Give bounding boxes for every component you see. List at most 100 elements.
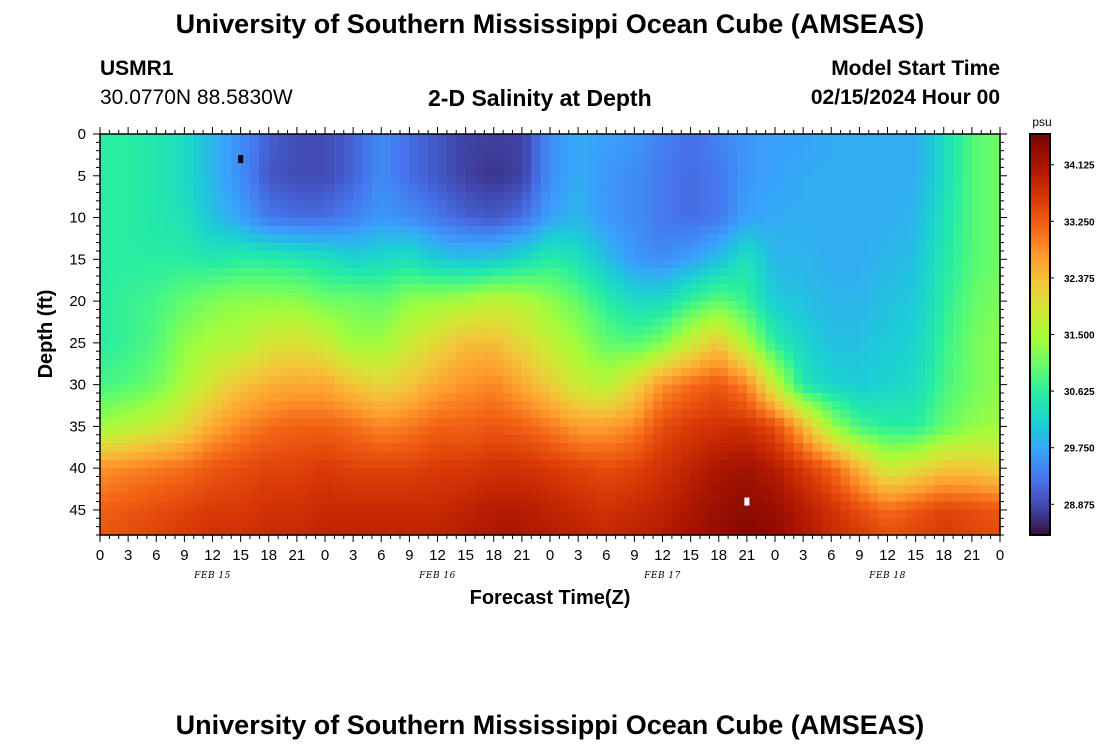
heatmap-cell: [493, 175, 504, 185]
heatmap-cell: [578, 200, 589, 210]
heatmap-cell: [334, 509, 345, 519]
heatmap-cell: [643, 484, 654, 494]
heatmap-cell: [512, 426, 523, 436]
heatmap-cell: [934, 267, 945, 277]
heatmap-cell: [353, 267, 364, 277]
heatmap-cell: [559, 301, 570, 311]
heatmap-cell: [925, 526, 935, 536]
heatmap-cell: [184, 468, 195, 478]
heatmap-cell: [962, 434, 973, 444]
heatmap-cell: [493, 267, 504, 277]
heatmap-cell: [156, 359, 167, 369]
axes: 0 3 6 9 12 15 18 21 0 3 6 9 12 15 18 21 0 3 6 9 12 15 18 21 0 3 6 9…: [69, 126, 1007, 581]
heatmap-cell: [334, 276, 345, 285]
heatmap-cell: [662, 468, 673, 478]
heatmap-cell: [306, 526, 317, 536]
heatmap-cell: [343, 509, 354, 519]
heatmap-cell: [475, 367, 485, 377]
heatmap-cell: [334, 484, 345, 494]
heatmap-cell: [840, 384, 851, 394]
heatmap-cell: [287, 276, 298, 285]
heatmap-cell: [728, 501, 739, 511]
heatmap-cell: [587, 217, 598, 227]
heatmap-cell: [484, 326, 495, 336]
heatmap-cell: [137, 317, 148, 327]
heatmap-cell: [587, 484, 598, 494]
heatmap-cell: [268, 192, 279, 202]
heatmap-cell: [981, 476, 992, 486]
heatmap-cell: [671, 526, 682, 536]
heatmap-cell: [559, 459, 570, 469]
heatmap-cell: [662, 301, 673, 311]
y-tick-label: 20: [69, 293, 86, 310]
heatmap-cell: [512, 334, 523, 344]
heatmap-cell: [259, 250, 270, 260]
heatmap-cell: [756, 309, 767, 319]
heatmap-cell: [756, 134, 767, 143]
heatmap-cell: [165, 501, 176, 511]
heatmap-cell: [156, 351, 167, 361]
heatmap-cell: [587, 159, 598, 169]
heatmap-cell: [596, 284, 607, 294]
heatmap-cell: [953, 443, 964, 453]
heatmap-cell: [559, 326, 570, 336]
heatmap-cell: [146, 326, 157, 336]
heatmap-cell: [381, 184, 392, 194]
heatmap-cell: [306, 426, 317, 436]
heatmap-cell: [540, 434, 551, 444]
heatmap-cell: [203, 284, 214, 294]
colorbar-segment: [1030, 474, 1050, 480]
heatmap-cell: [775, 234, 785, 244]
heatmap-cell: [878, 384, 889, 394]
heatmap-cell: [512, 301, 523, 311]
heatmap-cell: [137, 526, 148, 536]
heatmap-cell: [409, 334, 420, 344]
y-tick-label: 15: [69, 251, 86, 268]
heatmap-cell: [718, 250, 729, 260]
heatmap-cell: [990, 509, 1001, 519]
heatmap-cell: [681, 351, 692, 361]
heatmap-cell: [390, 409, 401, 419]
heatmap-cell: [718, 459, 729, 469]
heatmap-cell: [325, 317, 335, 327]
heatmap-cell: [418, 409, 429, 419]
heatmap-cell: [587, 192, 598, 202]
heatmap-cell: [896, 526, 907, 536]
heatmap-cell: [418, 351, 429, 361]
heatmap-cell: [521, 493, 532, 503]
heatmap-cell: [353, 518, 364, 528]
heatmap-cell: [746, 418, 757, 427]
heatmap-cell: [671, 217, 682, 227]
heatmap-cell: [906, 317, 917, 327]
heatmap-cell: [531, 284, 542, 294]
heatmap-cell: [700, 234, 710, 244]
heatmap-cell: [850, 459, 860, 469]
heatmap-cell: [437, 359, 448, 369]
heatmap-cell: [184, 359, 195, 369]
heatmap-cell: [118, 292, 129, 302]
heatmap-cell: [512, 392, 523, 402]
heatmap-cell: [287, 468, 298, 478]
heatmap-cell: [353, 250, 364, 260]
heatmap-cell: [456, 418, 467, 427]
heatmap-cell: [615, 175, 626, 185]
heatmap-cell: [812, 376, 823, 386]
heatmap-cell: [587, 292, 598, 302]
heatmap-cell: [193, 184, 204, 194]
heatmap-cell: [400, 418, 410, 427]
heatmap-cell: [268, 134, 279, 143]
heatmap-cell: [540, 409, 551, 419]
heatmap-cell: [868, 459, 879, 469]
heatmap-cell: [943, 200, 954, 210]
heatmap-cell: [465, 209, 476, 219]
heatmap-cell: [559, 367, 570, 377]
heatmap-cell: [259, 459, 270, 469]
heatmap-cell: [193, 426, 204, 436]
heatmap-cell: [325, 367, 335, 377]
heatmap-cell: [953, 292, 964, 302]
heatmap-cell: [850, 509, 860, 519]
heatmap-cell: [906, 150, 917, 160]
heatmap-cell: [212, 359, 223, 369]
heatmap-cell: [962, 309, 973, 319]
heatmap-cell: [643, 367, 654, 377]
